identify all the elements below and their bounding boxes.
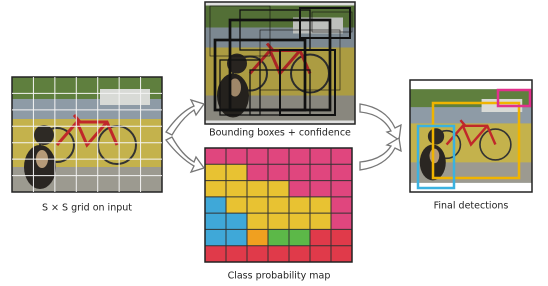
input-label: S × S grid on input: [42, 203, 132, 214]
class-cell: [247, 148, 268, 164]
class-cell: [268, 246, 289, 262]
class-cell: [247, 181, 268, 197]
class-cell: [205, 246, 226, 262]
class-cell: [226, 229, 247, 245]
class-cell: [310, 246, 331, 262]
class-cell: [226, 197, 247, 213]
class-cell: [331, 197, 352, 213]
class-cell: [331, 148, 352, 164]
class-cell: [268, 148, 289, 164]
class-cell: [205, 148, 226, 164]
arrow: [360, 104, 401, 140]
class-cell: [205, 197, 226, 213]
class-cell: [310, 164, 331, 180]
arrow: [360, 138, 401, 170]
class-cell: [205, 164, 226, 180]
class-cell: [310, 229, 331, 245]
class-cell: [226, 164, 247, 180]
boxes-panel: [205, 2, 355, 124]
class-cell: [310, 181, 331, 197]
class-cell: [331, 164, 352, 180]
boxes-label: Bounding boxes + confidence: [209, 128, 351, 139]
class-cell: [331, 246, 352, 262]
class-cell: [268, 164, 289, 180]
class-map-label: Class probability map: [228, 271, 331, 282]
class-cell: [310, 148, 331, 164]
class-cell: [310, 213, 331, 229]
arrow: [166, 100, 204, 135]
class-cell: [289, 164, 310, 180]
class-cell: [226, 181, 247, 197]
class-cell: [205, 181, 226, 197]
class-cell: [205, 213, 226, 229]
class-cell: [247, 197, 268, 213]
class-cell: [331, 181, 352, 197]
class-cell: [226, 213, 247, 229]
class-cell: [289, 246, 310, 262]
class-cell: [331, 229, 352, 245]
class-cell: [268, 181, 289, 197]
diagram: S × S grid on input Bounding boxes + con…: [0, 0, 548, 286]
input-photo: [12, 77, 162, 192]
class-cell: [247, 213, 268, 229]
class-cell: [289, 213, 310, 229]
class-cell: [331, 213, 352, 229]
class-cell: [226, 148, 247, 164]
input-panel: [12, 77, 162, 192]
class-cell: [268, 229, 289, 245]
class-cell: [289, 148, 310, 164]
detections-panel: [410, 80, 532, 192]
class-cell: [205, 229, 226, 245]
class-cell: [268, 197, 289, 213]
class-cell: [247, 229, 268, 245]
class-cell: [247, 246, 268, 262]
class-cell: [289, 229, 310, 245]
class-cell: [289, 197, 310, 213]
class-cell: [310, 197, 331, 213]
detections-label: Final detections: [434, 201, 509, 212]
class-cell: [247, 164, 268, 180]
class-cell: [289, 181, 310, 197]
class-cell: [226, 246, 247, 262]
class-cell: [268, 213, 289, 229]
arrow: [166, 137, 204, 172]
class-map-panel: [205, 148, 352, 262]
